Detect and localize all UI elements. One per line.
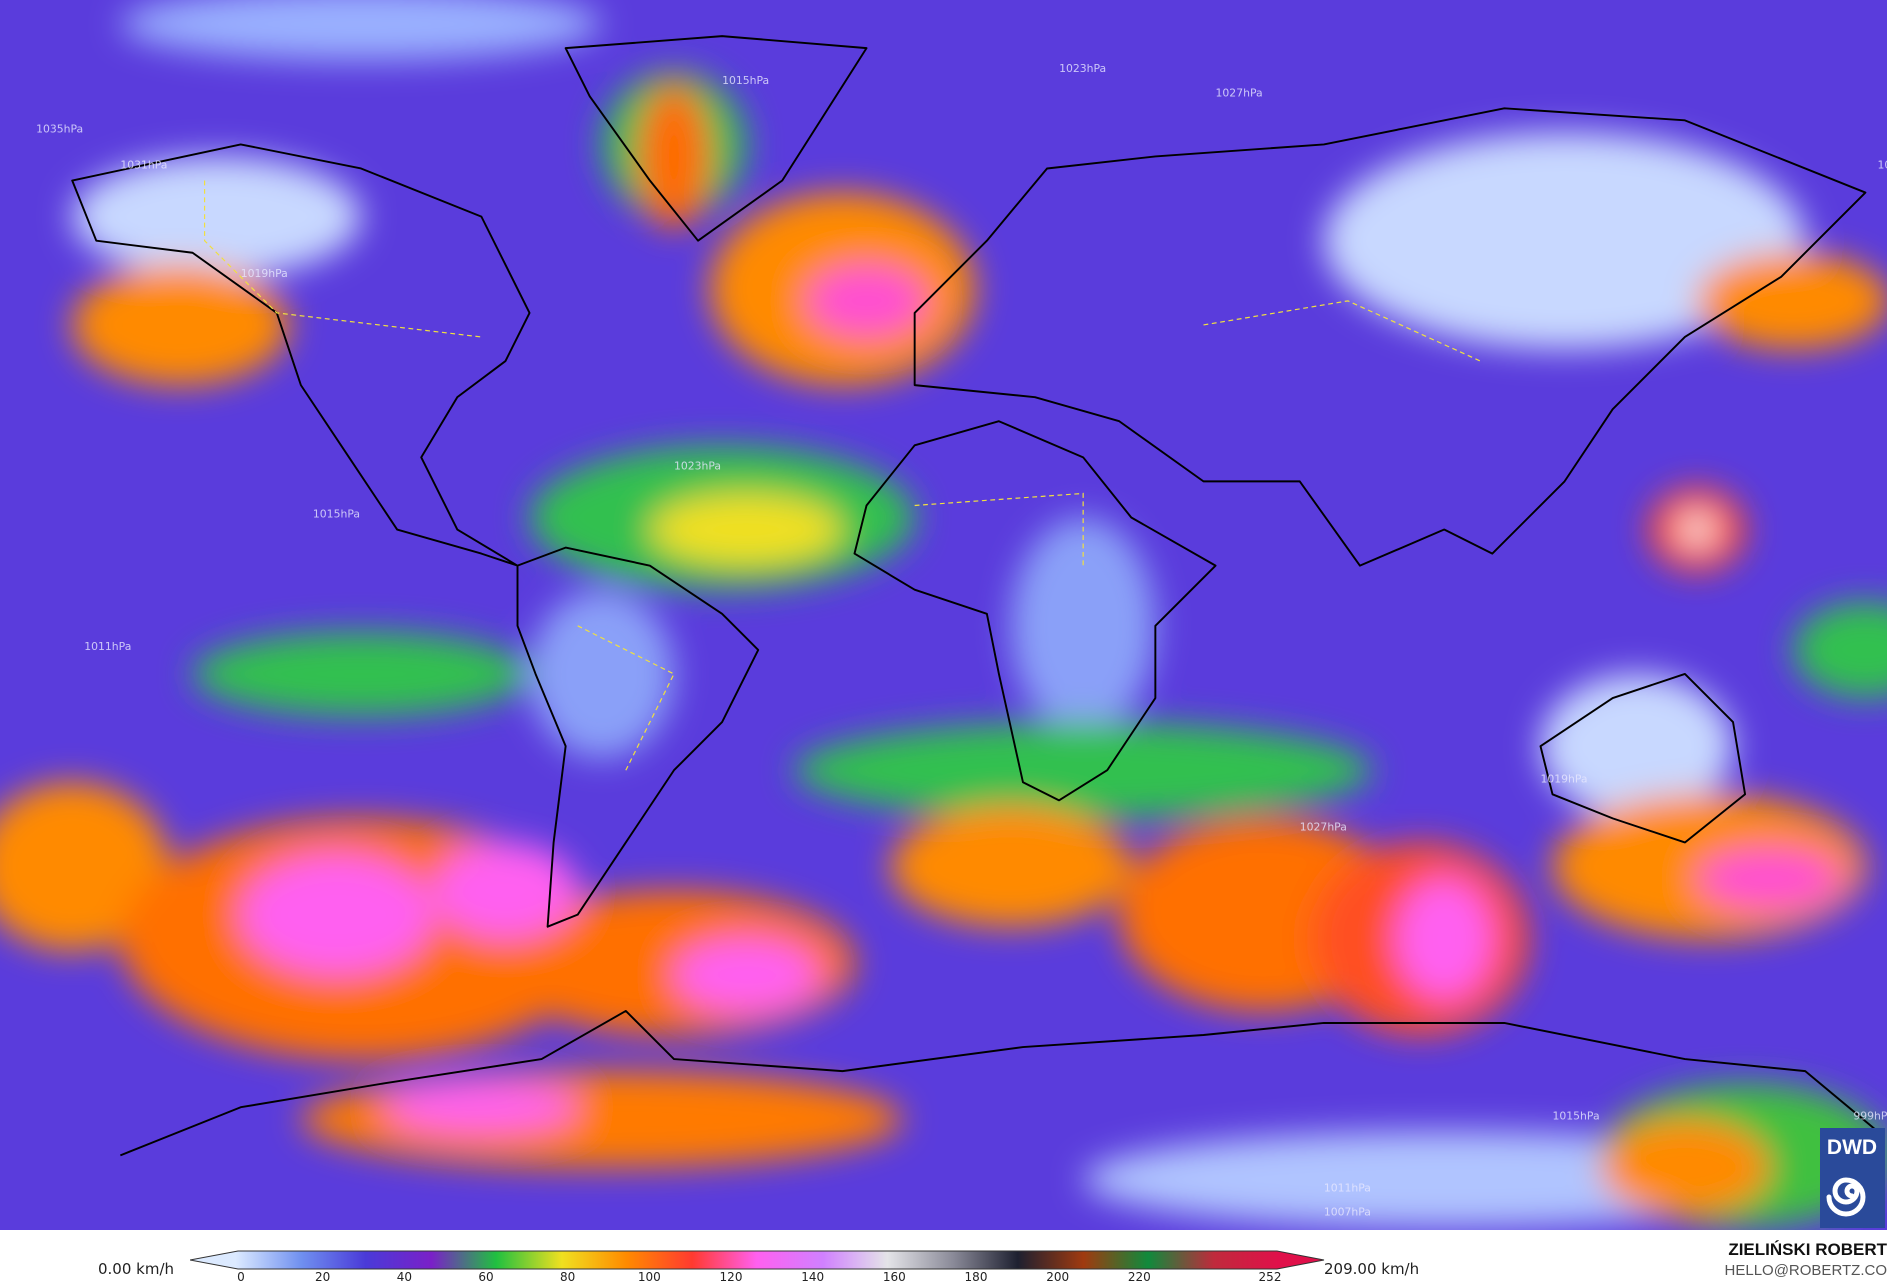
isobar-label: 1019hPa	[241, 267, 288, 280]
south-america-coast	[516, 546, 760, 928]
colorbar-bar	[190, 1250, 1325, 1270]
colorbar-tick: 20	[315, 1270, 331, 1284]
antarctica-coast	[119, 1009, 1879, 1157]
coastlines	[71, 35, 1879, 1157]
colorbar-tick: 60	[478, 1270, 494, 1284]
author-email: HELLO@ROBERTZ.CO	[1724, 1262, 1887, 1279]
legend-max-label: 209.00 km/h	[1324, 1260, 1420, 1278]
colorbar-tick: 200	[1046, 1270, 1070, 1284]
wind-field	[0, 0, 1887, 1228]
colorbar-tick: 100	[637, 1270, 661, 1284]
isobar-label: 1027hPa	[1300, 820, 1347, 833]
isobar-label: 1011hPa	[84, 640, 131, 653]
greenland-coast	[564, 35, 868, 242]
isobar-label: 1027hPa	[1216, 86, 1263, 99]
legend-min-label: 0.00 km/h	[98, 1260, 175, 1278]
isobar-label: 1011hPa	[1324, 1181, 1371, 1194]
isobar-label: 1031hPa	[120, 158, 167, 171]
colorbar-tick: 252	[1258, 1270, 1282, 1284]
north-america-coast	[71, 143, 531, 567]
dwd-logo: DWD	[1820, 1128, 1885, 1228]
legend-footer: 0.00 km/h 0 20 40 60 80 100 120 140 160 180 200 220…	[0, 1230, 1887, 1287]
isobar-label: 1035hPa	[1877, 158, 1887, 171]
colorbar	[190, 1250, 1325, 1270]
wind-speed-map: 1015hPa 1023hPa 1027hPa 1035hPa 1031hPa 1019h…	[0, 0, 1887, 1230]
colorbar-tick: 120	[719, 1270, 743, 1284]
isobar-label: 1023hPa	[1059, 62, 1106, 75]
isobar-label: 1007hPa	[1324, 1206, 1371, 1219]
eurasia-coast	[913, 107, 1867, 567]
colorbar-tick: 80	[560, 1270, 576, 1284]
isobar-label: 1023hPa	[674, 459, 721, 472]
svg-text:DWD: DWD	[1827, 1136, 1877, 1159]
isobar-labels: 1015hPa 1023hPa 1027hPa 1035hPa 1031hPa 1019h…	[36, 62, 1887, 1218]
colorbar-tick: 160	[882, 1270, 906, 1284]
colorbar-tick: 220	[1127, 1270, 1151, 1284]
author-name: ZIELIŃSKI ROBERT	[1728, 1240, 1887, 1259]
australia-coast	[1539, 672, 1747, 844]
isobar-label: 999hPa	[1853, 1109, 1887, 1122]
colorbar-tick: 180	[964, 1270, 988, 1284]
africa-coast	[853, 420, 1217, 802]
isobar-label: 1015hPa	[1553, 1109, 1600, 1122]
isobar-label: 1019hPa	[1540, 772, 1587, 785]
isobar-label: 1015hPa	[313, 508, 360, 521]
colorbar-tick: 140	[801, 1270, 825, 1284]
country-borders	[203, 180, 1481, 771]
colorbar-tick: 0	[237, 1270, 245, 1284]
isobar-label: 1015hPa	[722, 74, 769, 87]
isobar-label: 1035hPa	[36, 122, 83, 135]
spiral-icon	[1826, 1177, 1866, 1217]
colorbar-tick: 40	[396, 1270, 412, 1284]
